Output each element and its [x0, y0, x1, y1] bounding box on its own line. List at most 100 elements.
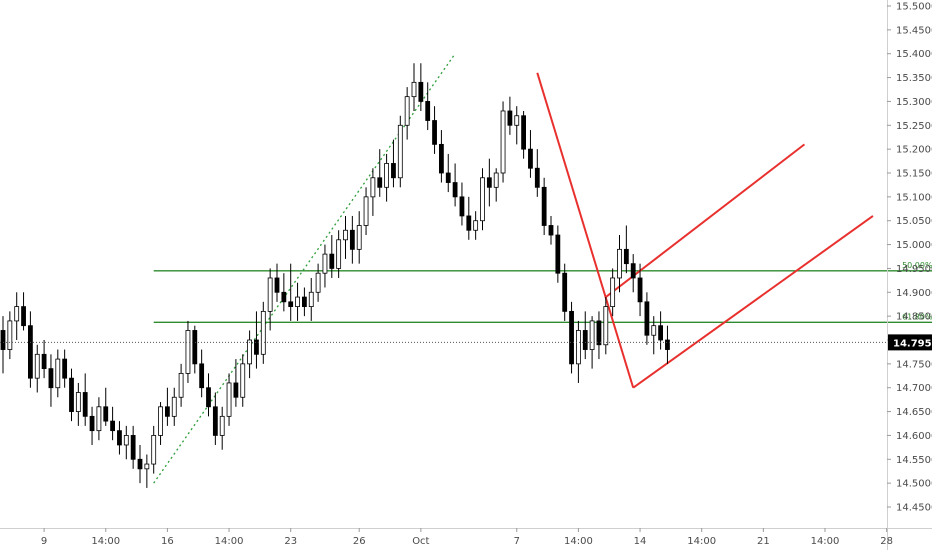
- y-tick-label: 14.75000: [896, 359, 932, 370]
- candle-down: [637, 277, 643, 303]
- candle-up: [185, 330, 191, 374]
- x-tick-label: 14: [634, 536, 647, 547]
- candle-down: [528, 148, 533, 169]
- y-tick-label: 15.45000: [896, 25, 932, 36]
- trendlines: [153, 53, 874, 484]
- candle-down: [658, 325, 663, 341]
- candle-up: [397, 124, 403, 179]
- x-tick-label: 16: [161, 536, 174, 547]
- current-price: 14.79500: [0, 334, 932, 351]
- time-axis: 9 14:00 16 14:00 23 26 Oct 7 14:00 14 14:00 21 14:00…: [0, 528, 932, 547]
- candle-down: [562, 272, 568, 312]
- candle-down: [199, 363, 205, 389]
- current-price-tag: [888, 334, 932, 351]
- candle-down: [459, 196, 465, 217]
- x-tick-label: 14:00: [91, 536, 120, 547]
- candle-down: [623, 248, 629, 265]
- candle-down: [206, 387, 211, 408]
- candle-up: [178, 372, 184, 398]
- y-tick-label: 14.60000: [896, 431, 932, 442]
- x-tick-label: Oct: [412, 536, 429, 547]
- candle-up: [603, 306, 609, 346]
- candle-up: [384, 163, 390, 188]
- x-tick-label: 23: [284, 536, 297, 547]
- candle-up: [617, 248, 622, 279]
- candle-up: [411, 81, 417, 98]
- x-tick-label: 26: [353, 536, 366, 547]
- x-tick-label: 14:00: [564, 536, 593, 547]
- candle-up: [404, 96, 410, 126]
- candle-down: [0, 330, 6, 350]
- candle-down: [301, 296, 307, 307]
- candle-up: [363, 196, 369, 226]
- candle-down: [62, 358, 68, 379]
- candle-up: [123, 435, 129, 446]
- candle-down: [89, 415, 95, 432]
- y-tick-label: 15.10000: [896, 192, 932, 203]
- candle-down: [630, 263, 636, 279]
- candle-up: [473, 220, 479, 231]
- candle-up: [370, 177, 376, 198]
- candle-up: [343, 229, 348, 241]
- y-tick-label: 14.85000: [896, 312, 932, 323]
- y-tick-label: 15.40000: [896, 49, 932, 60]
- x-tick-label: 21: [757, 536, 770, 547]
- candle-down: [103, 406, 109, 422]
- candle-up: [322, 253, 328, 274]
- candle-down: [534, 167, 540, 188]
- candle-up: [226, 382, 232, 417]
- candle-down: [418, 81, 424, 102]
- x-tick-label: 14:00: [215, 536, 244, 547]
- candle-up: [651, 325, 657, 336]
- candle-up: [75, 392, 81, 412]
- candle-down: [521, 115, 526, 150]
- candle-up: [171, 396, 177, 417]
- candle-down: [377, 177, 383, 188]
- y-tick-label: 14.50000: [896, 479, 932, 490]
- y-tick-label: 15.50000: [896, 2, 932, 13]
- candle-up: [493, 172, 499, 188]
- y-tick-label: 15.20000: [896, 145, 932, 156]
- x-tick-label: 14:00: [811, 536, 840, 547]
- candle-down: [27, 325, 33, 379]
- candle-down: [274, 277, 280, 293]
- candle-down: [438, 143, 444, 174]
- candle-down: [288, 301, 294, 308]
- fib-level-label: 50.00%: [902, 261, 932, 270]
- x-tick-label: 9: [41, 536, 47, 547]
- candle-up: [34, 353, 40, 379]
- trendline-channel-upper: [605, 143, 806, 298]
- candle-down: [665, 339, 670, 350]
- candle-down: [432, 120, 437, 145]
- candle-down: [164, 406, 170, 417]
- candle-up: [55, 358, 61, 389]
- candle-up: [514, 115, 520, 126]
- y-tick-label: 14.90000: [896, 288, 932, 299]
- candle-down: [391, 163, 396, 179]
- candle-up: [336, 239, 342, 269]
- candle-down: [582, 330, 588, 350]
- candle-down: [445, 172, 451, 183]
- candle-down: [212, 406, 218, 436]
- candles: [0, 63, 670, 488]
- candle-up: [308, 291, 314, 307]
- candle-up: [219, 415, 225, 436]
- y-tick-label: 14.55000: [896, 455, 932, 466]
- candle-up: [610, 277, 616, 308]
- candle-down: [349, 229, 355, 250]
- x-tick-label: 28: [880, 536, 893, 547]
- candle-down: [507, 110, 513, 126]
- candle-down: [137, 458, 143, 470]
- candle-down: [254, 339, 259, 355]
- fib-level-label: 61.80%: [902, 312, 932, 321]
- candle-up: [589, 320, 595, 350]
- candle-down: [425, 101, 431, 121]
- trendline-drop-line: [536, 72, 635, 389]
- candle-up: [151, 435, 157, 465]
- candle-down: [82, 392, 88, 417]
- candle-up: [14, 306, 20, 322]
- candle-down: [192, 330, 198, 365]
- y-tick-label: 14.45000: [896, 503, 932, 514]
